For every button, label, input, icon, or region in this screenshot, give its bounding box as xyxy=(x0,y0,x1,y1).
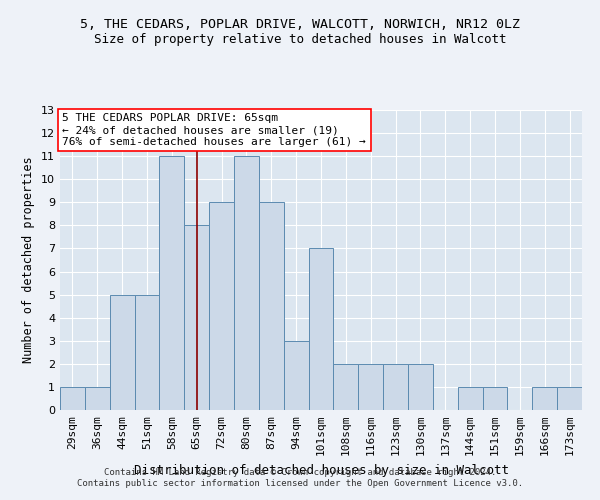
Bar xyxy=(259,202,284,410)
Text: Size of property relative to detached houses in Walcott: Size of property relative to detached ho… xyxy=(94,32,506,46)
Bar xyxy=(160,156,184,410)
Y-axis label: Number of detached properties: Number of detached properties xyxy=(22,156,35,364)
Bar xyxy=(85,387,110,410)
Bar xyxy=(408,364,433,410)
Bar xyxy=(458,387,482,410)
Bar xyxy=(308,248,334,410)
Bar xyxy=(110,294,134,410)
Bar xyxy=(60,387,85,410)
Bar xyxy=(532,387,557,410)
Bar xyxy=(184,226,209,410)
Text: Contains HM Land Registry data © Crown copyright and database right 2024.
Contai: Contains HM Land Registry data © Crown c… xyxy=(77,468,523,487)
Bar xyxy=(557,387,582,410)
Text: 5 THE CEDARS POPLAR DRIVE: 65sqm
← 24% of detached houses are smaller (19)
76% o: 5 THE CEDARS POPLAR DRIVE: 65sqm ← 24% o… xyxy=(62,114,366,146)
Bar xyxy=(284,341,308,410)
Bar xyxy=(482,387,508,410)
Bar xyxy=(383,364,408,410)
Bar xyxy=(334,364,358,410)
Bar xyxy=(358,364,383,410)
Bar xyxy=(234,156,259,410)
Text: 5, THE CEDARS, POPLAR DRIVE, WALCOTT, NORWICH, NR12 0LZ: 5, THE CEDARS, POPLAR DRIVE, WALCOTT, NO… xyxy=(80,18,520,30)
X-axis label: Distribution of detached houses by size in Walcott: Distribution of detached houses by size … xyxy=(133,464,509,476)
Bar xyxy=(209,202,234,410)
Bar xyxy=(134,294,160,410)
